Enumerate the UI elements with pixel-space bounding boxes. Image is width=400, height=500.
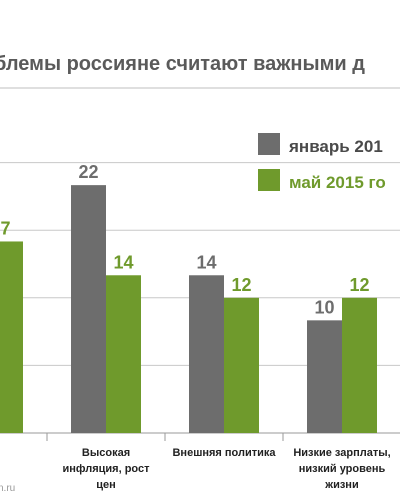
source-label: n.ru [0, 483, 15, 494]
data-label-s0-c1: 22 [78, 162, 98, 182]
data-label-s0-c3: 10 [314, 297, 334, 317]
bar-s1-c0 [0, 241, 23, 433]
data-labels: 7 22 14 14 12 10 12 [0, 162, 369, 317]
data-label-s1-c1: 14 [113, 252, 133, 272]
bar-s1-c2 [224, 297, 259, 433]
legend: январь 201 май 2015 го [258, 133, 386, 192]
legend-label-may: май 2015 го [289, 173, 386, 192]
legend-swatch-january [258, 133, 280, 155]
bar-s1-c1 [106, 275, 141, 433]
category-label-3-line-0: Низкие зарплаты, [293, 447, 390, 459]
category-label-1-line-1: инфляция, рост [62, 463, 150, 475]
category-label-3-line-2: жизни [324, 479, 358, 491]
data-label-s1-c0: 7 [0, 218, 10, 238]
bars [0, 185, 377, 433]
data-label-s1-c3: 12 [349, 275, 369, 295]
data-label-s0-c2: 14 [196, 252, 216, 272]
category-label-1-line-0: Высокая [82, 447, 130, 459]
bar-s0-c2 [189, 275, 224, 433]
category-label-3-line-1: низкий уровень [299, 463, 386, 475]
category-label-1-line-2: цен [96, 479, 116, 491]
bar-s1-c3 [342, 297, 377, 433]
category-label-2-line-0: Внешняя политика [172, 447, 276, 459]
data-label-s1-c2: 12 [231, 275, 251, 295]
bar-s0-c3 [307, 320, 342, 433]
bar-s0-c1 [71, 185, 106, 433]
chart-title: блемы россияне считают важными д [0, 53, 365, 75]
legend-label-january: январь 201 [288, 137, 383, 156]
legend-swatch-may [258, 169, 280, 191]
